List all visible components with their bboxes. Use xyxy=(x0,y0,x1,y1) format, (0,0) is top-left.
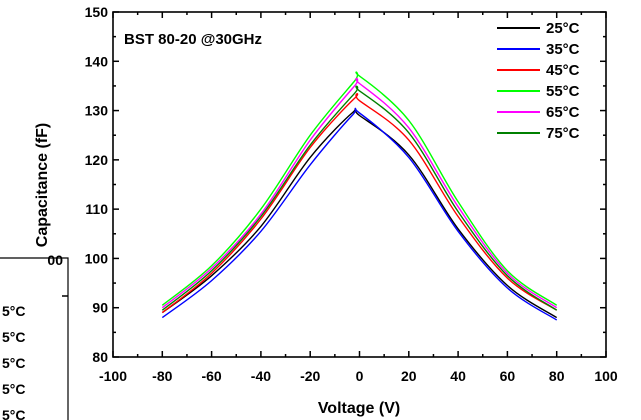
legend-label-75c: 75°C xyxy=(546,125,580,142)
y-tick-label: 150 xyxy=(85,4,109,20)
overlap-legend: 5°C 5°C 5°C 5°C 5°C xyxy=(2,303,26,420)
x-tick-label: 40 xyxy=(450,368,466,384)
series-lines xyxy=(161,71,558,321)
x-tick-label: 80 xyxy=(549,368,565,384)
overlapping-panel: 00 5°C 5°C 5°C 5°C 5°C xyxy=(0,252,69,420)
x-tick-label: 20 xyxy=(401,368,417,384)
y-tick-label: 100 xyxy=(85,250,109,266)
y-tick-label: 120 xyxy=(85,152,109,168)
y-tick-label: 130 xyxy=(85,103,109,119)
series-line-25c xyxy=(161,108,558,319)
x-tick-label: 0 xyxy=(356,368,364,384)
chart-title: BST 80-20 @30GHz xyxy=(124,31,262,48)
x-axis: -100 -80 -60 -40 -20 0 20 40 60 80 100 xyxy=(99,12,618,384)
series-line-65c xyxy=(161,77,558,309)
x-tick-label: 60 xyxy=(500,368,516,384)
overlap-legend-label: 5°C xyxy=(2,329,26,345)
x-tick-label: -80 xyxy=(152,368,172,384)
legend: 25°C 35°C 45°C 55°C 65°C 75°C xyxy=(497,20,580,142)
y-axis-title: Capacitance (fF) xyxy=(34,123,51,247)
x-tick-label: -100 xyxy=(99,368,127,384)
x-tick-label: -60 xyxy=(201,368,221,384)
y-tick-label: 80 xyxy=(92,349,108,365)
series-line-45c xyxy=(161,93,558,314)
x-axis-title: Voltage (V) xyxy=(318,400,400,417)
legend-label-45c: 45°C xyxy=(546,62,580,79)
overlap-legend-label: 5°C xyxy=(2,355,26,371)
legend-label-55c: 55°C xyxy=(546,83,580,100)
legend-label-65c: 65°C xyxy=(546,104,580,121)
series-line-75c xyxy=(161,85,558,311)
legend-label-35c: 35°C xyxy=(546,41,580,58)
y-tick-label: 110 xyxy=(85,201,108,217)
x-tick-label: 100 xyxy=(594,368,618,384)
overlap-legend-label: 5°C xyxy=(2,303,26,319)
legend-label-25c: 25°C xyxy=(546,20,580,37)
y-axis: 80 90 100 110 120 130 140 150 xyxy=(85,4,606,365)
y-tick-label: 140 xyxy=(85,53,109,69)
overlap-legend-label: 5°C xyxy=(2,407,26,420)
series-line-35c xyxy=(161,107,558,321)
x-tick-label: -20 xyxy=(300,368,320,384)
overlap-ytick-label: 00 xyxy=(47,252,63,268)
y-tick-label: 90 xyxy=(92,300,108,316)
x-tick-label: -40 xyxy=(251,368,271,384)
overlap-legend-label: 5°C xyxy=(2,381,26,397)
series-line-55c xyxy=(161,71,558,306)
